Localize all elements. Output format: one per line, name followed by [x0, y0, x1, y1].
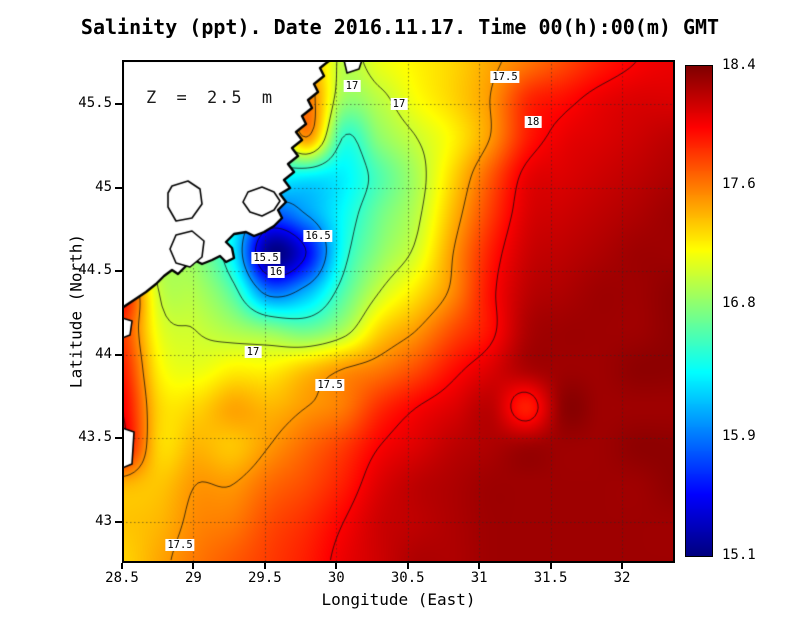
x-tick-mark — [621, 563, 623, 569]
plot-title: Salinity (ppt). Date 2016.11.17. Time 00… — [80, 15, 720, 39]
y-tick-label: 44 — [95, 345, 112, 362]
x-tick-label: 31.5 — [533, 570, 568, 586]
y-tick-label: 43.5 — [78, 429, 112, 446]
colorbar-tick-label: 15.1 — [722, 547, 756, 563]
map-plot-area: Z = 2.5 m 17.5 17 17 18 16.5 15.5 16 17 17.5 17.5 — [122, 60, 675, 563]
x-tick-mark — [549, 563, 552, 569]
y-tick-mark — [115, 102, 122, 105]
y-tick-label: 43 — [95, 513, 112, 530]
contour-label: 17.5 — [315, 378, 345, 392]
contour-label: 15.5 — [251, 251, 281, 265]
x-tick-label: 31 — [470, 570, 488, 586]
x-tick-mark — [406, 563, 409, 569]
x-tick-mark — [192, 563, 195, 569]
contour-label: 17.5 — [165, 538, 195, 552]
x-tick-label: 32 — [613, 570, 631, 586]
colorbar — [685, 65, 713, 557]
y-tick-mark — [115, 186, 122, 189]
contour-label: 17 — [343, 79, 361, 93]
x-tick-mark — [121, 563, 123, 569]
contour-label: 16 — [267, 265, 285, 279]
y-tick-mark — [115, 270, 122, 273]
x-tick-mark — [478, 563, 481, 569]
x-tick-label: 28.5 — [105, 570, 139, 586]
x-tick-label: 29 — [184, 570, 202, 586]
colorbar-tick-label: 18.4 — [722, 57, 756, 73]
y-tick-label: 45.5 — [78, 94, 112, 111]
y-tick-label: 45 — [95, 178, 112, 195]
colorbar-tick-label: 16.8 — [722, 294, 756, 311]
x-tick-label: 30 — [327, 570, 345, 586]
x-axis-label: Longitude (East) — [321, 590, 476, 609]
y-tick-mark — [115, 437, 122, 440]
x-tick-label: 30.5 — [390, 570, 425, 586]
y-axis-label: Latitude (North) — [66, 233, 86, 389]
contour-label: 18 — [524, 115, 542, 129]
colorbar-tick-label: 15.9 — [722, 428, 756, 445]
x-tick-mark — [263, 563, 266, 569]
salinity-heatmap-canvas — [122, 60, 675, 563]
colorbar-tick-label: 17.6 — [722, 175, 756, 192]
contour-label: 17 — [244, 345, 262, 359]
contour-label: 17.5 — [490, 70, 520, 84]
y-tick-mark — [115, 521, 122, 524]
y-tick-mark — [115, 353, 122, 356]
y-tick-label: 44.5 — [78, 262, 112, 279]
depth-annotation: Z = 2.5 m — [146, 88, 275, 108]
contour-label: 17 — [390, 97, 408, 111]
x-tick-label: 29.5 — [247, 570, 282, 586]
x-tick-mark — [335, 563, 338, 569]
contour-label: 16.5 — [303, 229, 333, 243]
